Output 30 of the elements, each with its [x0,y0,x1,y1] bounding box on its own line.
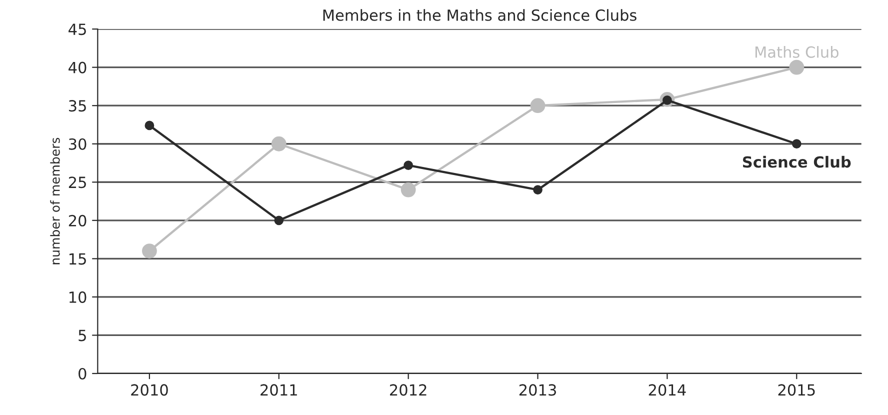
y-tick-label: 15 [70,253,86,265]
y-tick-label: 25 [68,176,86,188]
point [533,185,542,194]
x-tick-label: 2011 [260,384,297,396]
x-tick-label: 2012 [390,384,426,396]
point [789,60,804,75]
y-tick-label: 10 [70,291,86,303]
series-label: Maths Club [755,46,838,58]
point [792,139,802,149]
y-tick-label: 20 [68,214,86,226]
point [400,182,416,198]
y-tick-label: 0 [78,368,86,380]
x-tick-label: 2015 [778,384,815,396]
point [142,244,157,258]
point [271,136,286,152]
point [530,98,546,114]
y-tick-label: 45 [68,24,86,36]
point [404,160,414,170]
y-tick-label: 40 [68,62,86,74]
series-label: Science Club [742,156,851,168]
y-tick-label: 35 [68,100,86,112]
x-tick-label: 2013 [519,384,556,396]
y-tick-label: 30 [68,138,86,150]
chart-title: Members in the Maths and Science Clubs [323,9,636,21]
y-tick-label: 5 [78,330,86,342]
point [144,120,154,130]
x-tick-label: 2010 [131,384,168,396]
y-axis-title: number of members [50,138,60,264]
point [274,216,284,226]
x-tick-label: 2014 [648,384,686,396]
